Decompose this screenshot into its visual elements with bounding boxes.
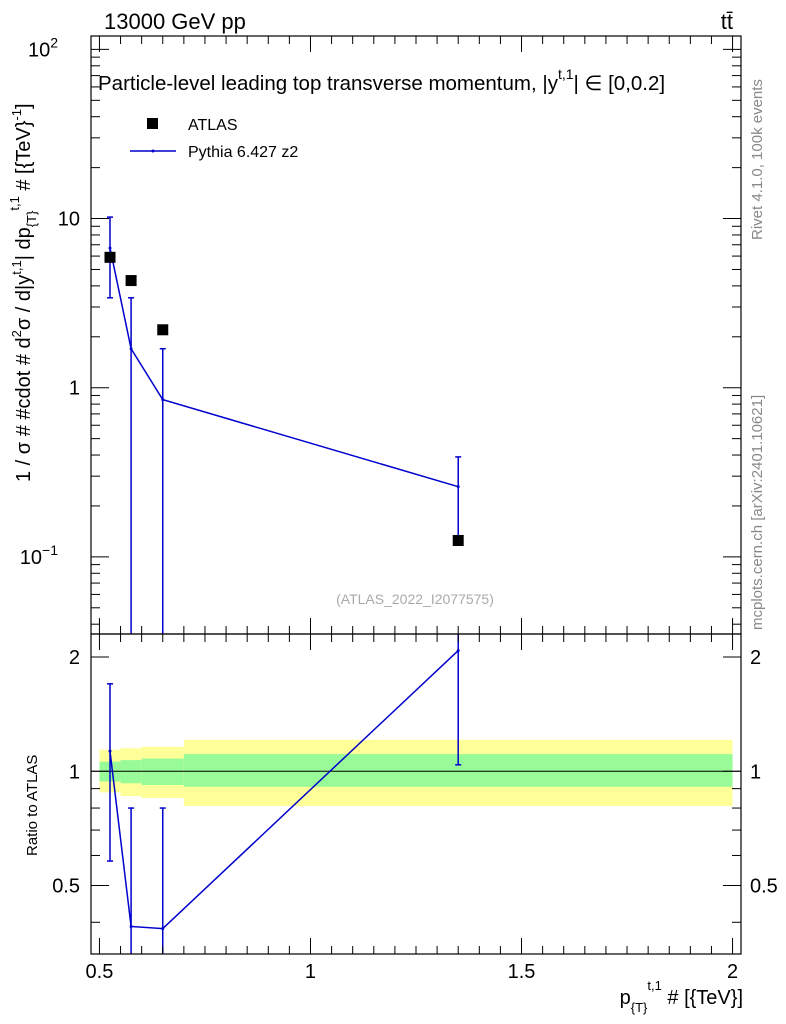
ratio-y-tick-label-right: 0.5 bbox=[750, 876, 778, 898]
main-y-tick-label: 1 bbox=[69, 378, 80, 400]
xlabel-rest: # [{TeV}] bbox=[662, 987, 743, 1009]
pythia-ratio-line bbox=[109, 650, 459, 930]
ratio-inner-band bbox=[141, 758, 184, 786]
ylabel-c-sup: t,1 bbox=[7, 196, 22, 210]
main-y-tick-label: 102 bbox=[28, 34, 58, 61]
legend-pythia-dot bbox=[151, 149, 155, 153]
pythia-ratio-point bbox=[456, 649, 460, 653]
main-y-tick-label: 10−1 bbox=[20, 542, 58, 569]
main-panel: 10−1 1 10 102 Particle-level leading top tr… bbox=[7, 34, 742, 635]
legend: ATLAS Pythia 6.427 z2 bbox=[130, 117, 298, 161]
rivet-label: Rivet 4.1.0, 100k events bbox=[749, 79, 766, 240]
main-ticks bbox=[91, 36, 741, 634]
x-tick-label: 1.5 bbox=[508, 961, 536, 983]
ylabel-d-sup: -1 bbox=[9, 109, 24, 121]
collision-label: 13000 GeV pp bbox=[104, 9, 246, 34]
ylabel-c-sub: {T} bbox=[24, 210, 39, 227]
ratio-bands bbox=[99, 739, 733, 807]
ratio-y-tick-label-right: 2 bbox=[750, 647, 761, 669]
xlabel-p: p bbox=[620, 987, 631, 1009]
ylabel-b: σ / d|y bbox=[13, 275, 35, 330]
pythia-main-point bbox=[456, 485, 460, 489]
pythia-main-line bbox=[109, 247, 459, 488]
chart-title: Particle-level leading top transverse mo… bbox=[98, 66, 665, 95]
pythia-main-point bbox=[161, 398, 165, 402]
x-tick-labels: 0.5 1 1.5 2 bbox=[86, 961, 739, 983]
atlas-point bbox=[452, 534, 464, 546]
xlabel-sub: {T} bbox=[631, 1000, 648, 1015]
ratio-y-tick-labels: 0.5 0.5 1 1 2 2 bbox=[52, 647, 778, 897]
atlas-series bbox=[104, 251, 464, 546]
x-tick-label: 1 bbox=[305, 961, 316, 983]
pythia-ratio-point bbox=[129, 924, 133, 928]
ratio-ticks bbox=[91, 634, 741, 954]
ylabel-d: # [{TeV} bbox=[13, 120, 35, 196]
atlas-point bbox=[125, 275, 137, 287]
ylabel-a-sup: 2 bbox=[9, 330, 24, 337]
title-y: y bbox=[548, 72, 559, 95]
x-tick-label: 2 bbox=[727, 961, 738, 983]
ylabel-e: ] bbox=[13, 103, 35, 109]
title-main: Particle-level leading top transverse mo… bbox=[98, 72, 548, 95]
legend-pythia-label: Pythia 6.427 z2 bbox=[188, 144, 298, 161]
ylabel-c: | dp bbox=[13, 227, 35, 260]
atlas-point bbox=[157, 324, 169, 336]
pythia-ratio-point bbox=[108, 749, 112, 753]
analysis-id: (ATLAS_2022_I2077575) bbox=[336, 591, 494, 607]
pythia-ratio-point bbox=[161, 927, 165, 931]
pythia-ratio-series bbox=[106, 634, 462, 954]
main-y-axis-label: 1 / σ # #cdot # d2σ / d|yt,1| dp{T}t,1 #… bbox=[7, 103, 39, 482]
legend-atlas-label: ATLAS bbox=[188, 117, 238, 134]
title-tail: | ∈ [0,0.2] bbox=[574, 72, 666, 95]
title-sup: t,1 bbox=[558, 66, 574, 82]
ratio-y-tick-label: 2 bbox=[69, 647, 80, 669]
ratio-y-tick-label: 0.5 bbox=[52, 876, 80, 898]
process-label: tt̄ bbox=[721, 9, 733, 34]
ratio-panel: 0.5 0.5 1 1 2 2 0.5 1 1.5 2 Ratio to ATLAS bbox=[24, 633, 778, 983]
atlas-point bbox=[104, 251, 116, 263]
ratio-y-tick-label-right: 1 bbox=[750, 761, 761, 783]
mcplots-label: mcplots.cern.ch [arXiv:2401.10621] bbox=[749, 395, 766, 630]
xlabel-sup: t,1 bbox=[647, 978, 661, 993]
pythia-main-point bbox=[108, 246, 112, 250]
ylabel-a: 1 / σ # #cdot # d bbox=[13, 337, 35, 482]
ratio-y-axis-label: Ratio to ATLAS bbox=[24, 755, 41, 856]
pythia-main-point bbox=[129, 347, 133, 351]
x-axis-label: p{T} t,1 # [{TeV}] bbox=[620, 978, 743, 1015]
x-tick-label: 0.5 bbox=[86, 961, 114, 983]
main-y-tick-labels: 10−1 1 10 102 bbox=[20, 34, 80, 568]
ylabel-b-sup: t,1 bbox=[9, 260, 24, 274]
main-y-tick-label: 10 bbox=[58, 209, 80, 231]
pythia-main-series bbox=[106, 216, 462, 634]
legend-atlas-marker bbox=[147, 118, 158, 129]
ratio-y-tick-label: 1 bbox=[69, 761, 80, 783]
